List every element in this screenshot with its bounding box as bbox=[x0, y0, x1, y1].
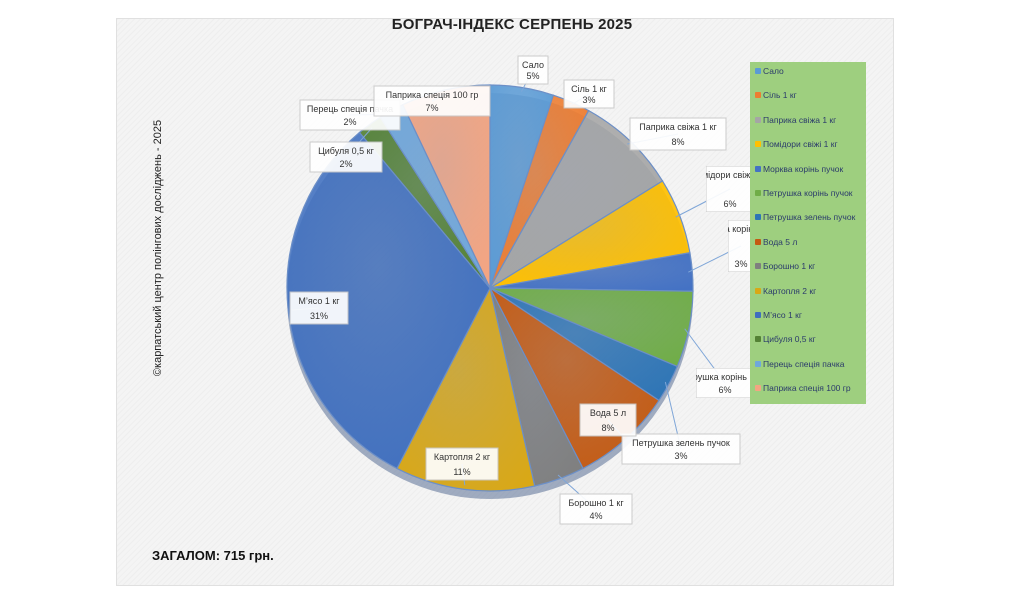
legend-label-13: Перець спеція пачка bbox=[763, 358, 845, 369]
legend-label-11: М’ясо 1 кг bbox=[763, 310, 802, 320]
svg-text:Петрушка зелень пучок: Петрушка зелень пучок bbox=[632, 438, 730, 448]
legend-swatch-10 bbox=[755, 287, 761, 294]
legend-swatch-9 bbox=[755, 263, 761, 270]
svg-text:Сало: Сало bbox=[522, 60, 544, 70]
legend-label-9: Борошно 1 кг bbox=[763, 261, 816, 272]
legend-label-6: Петрушка корінь пучок bbox=[763, 188, 853, 198]
data-label-12: Цибуля 0,5 кг 2% bbox=[309, 141, 383, 173]
legend-label-14: Паприка спеція 100 гр bbox=[763, 383, 851, 394]
svg-text:6%: 6% bbox=[718, 385, 731, 395]
legend-swatch-14 bbox=[755, 385, 761, 392]
data-label-10: Картопля 2 кг 11% bbox=[425, 447, 499, 481]
svg-text:Паприка спеція 100 гр: Паприка спеція 100 гр bbox=[386, 90, 479, 100]
legend-swatch-6 bbox=[755, 190, 761, 196]
svg-text:Цибуля 0,5 кг: Цибуля 0,5 кг bbox=[318, 146, 375, 156]
data-label-4: Помідори свіжі 1 кг 6% bbox=[691, 166, 771, 212]
data-label-5: Морква корінь пучок 3% bbox=[699, 220, 784, 272]
svg-text:8%: 8% bbox=[671, 137, 684, 147]
svg-text:6%: 6% bbox=[723, 199, 736, 209]
legend-swatch-1 bbox=[755, 68, 761, 74]
svg-text:Перець спеція пачка: Перець спеція пачка bbox=[307, 104, 393, 114]
chart-legend: Сало Сіль 1 кг Паприка свіжа 1 кг Помідори … bbox=[750, 62, 866, 404]
svg-text:2%: 2% bbox=[339, 159, 352, 169]
legend-label-4: Помідори свіжі 1 кг bbox=[763, 139, 838, 150]
svg-text:Борошно 1 кг: Борошно 1 кг bbox=[568, 498, 624, 508]
pie-slice-10 bbox=[396, 286, 536, 492]
legend-label-10: Картопля 2 кг bbox=[763, 285, 817, 296]
legend-swatch-5 bbox=[755, 165, 761, 172]
legend-label-8: Вода 5 л bbox=[763, 236, 798, 247]
legend-swatch-11 bbox=[755, 312, 761, 318]
legend-label-12: Цибуля 0,5 кг bbox=[763, 334, 816, 345]
svg-text:3%: 3% bbox=[734, 259, 747, 269]
svg-text:Помідори свіжі 1 кг: Помідори свіжі 1 кг bbox=[691, 170, 771, 180]
svg-text:31%: 31% bbox=[310, 311, 328, 321]
svg-text:Вода 5 л: Вода 5 л bbox=[590, 408, 626, 418]
svg-text:8%: 8% bbox=[601, 423, 614, 433]
data-label-14: Паприка спеція 100 гр 7% bbox=[373, 85, 491, 117]
legend-swatch-3 bbox=[755, 116, 761, 123]
svg-text:2%: 2% bbox=[343, 117, 356, 127]
legend-swatch-8 bbox=[755, 238, 761, 245]
svg-text:11%: 11% bbox=[453, 467, 470, 477]
legend-label-3: Паприка свіжа 1 кг bbox=[763, 114, 837, 125]
legend-label-5: Морква корінь пучок bbox=[763, 163, 844, 174]
svg-text:3%: 3% bbox=[582, 95, 595, 105]
svg-text:Петрушка корінь пучок: Петрушка корінь пучок bbox=[678, 372, 773, 382]
data-label-6: Петрушка корінь пучок 6% bbox=[678, 368, 773, 398]
data-label-2: Сіль 1 кг3% bbox=[563, 79, 615, 109]
legend-swatch-2 bbox=[755, 92, 761, 99]
svg-text:4%: 4% bbox=[589, 511, 602, 521]
total-label: ЗАГАЛОМ: 715 грн. bbox=[152, 548, 274, 563]
legend-swatch-7 bbox=[755, 214, 761, 221]
legend-label-2: Сіль 1 кг bbox=[763, 90, 797, 101]
svg-text:7%: 7% bbox=[425, 103, 438, 113]
svg-text:Картопля 2 кг: Картопля 2 кг bbox=[434, 452, 491, 462]
svg-text:М’ясо 1 кг: М’ясо 1 кг bbox=[298, 296, 340, 306]
data-label-3: Паприка свіжа 1 кг 8% bbox=[629, 117, 727, 151]
legend-swatch-13 bbox=[755, 360, 761, 367]
data-label-11: М’ясо 1 кг 31% bbox=[289, 291, 349, 325]
svg-text:3%: 3% bbox=[674, 451, 687, 461]
svg-text:5%: 5% bbox=[526, 71, 539, 81]
data-label-7: Петрушка зелень пучок 3% bbox=[621, 433, 741, 465]
svg-text:Сіль 1 кг: Сіль 1 кг bbox=[571, 84, 607, 94]
svg-text:Морква корінь пучок: Морква корінь пучок bbox=[699, 224, 784, 234]
legend-label-7: Петрушка зелень пучок bbox=[763, 212, 856, 223]
svg-text:Паприка свіжа 1 кг: Паприка свіжа 1 кг bbox=[639, 122, 717, 132]
legend-label-1: Сало bbox=[763, 66, 784, 76]
data-label-8: Вода 5 л 8% bbox=[579, 403, 637, 437]
legend-swatch-4 bbox=[755, 141, 761, 148]
legend-swatch-12 bbox=[755, 336, 761, 343]
data-label-9: Борошно 1 кг 4% bbox=[559, 493, 633, 525]
chart-title: БОГРАЧ-ІНДЕКС СЕРПЕНЬ 2025 bbox=[391, 16, 633, 33]
